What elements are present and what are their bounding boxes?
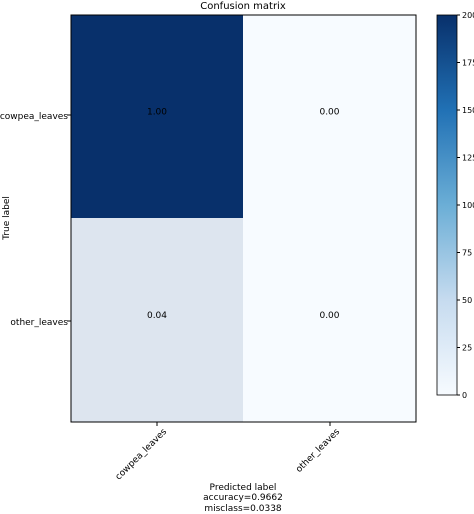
accuracy-label: accuracy=0.9662 [203, 493, 283, 503]
colorbar-tick-label: 75 [462, 249, 472, 258]
cell-value-label: 0.00 [319, 108, 339, 118]
colorbar-tick-label: 200 [462, 11, 474, 20]
y-axis-label: True label [2, 196, 12, 241]
heatmap-cell [243, 15, 416, 218]
colorbar-tick-label: 100 [462, 201, 474, 210]
heatmap-cell-labels: 1.00 0.00 0.04 0.00 [147, 108, 340, 322]
colorbar-tick-label: 175 [462, 59, 474, 68]
y-tick-label: other_leaves [10, 318, 68, 328]
chart-title: Confusion matrix [200, 1, 286, 12]
y-axis-ticks: cowpea_leaves other_leaves [0, 112, 71, 328]
misclass-label: misclass=0.0338 [204, 504, 282, 514]
cell-value-label: 0.04 [147, 311, 167, 321]
heatmap-cell [71, 218, 243, 422]
heatmap-cell [243, 218, 416, 422]
cell-value-label: 1.00 [147, 108, 167, 118]
x-tick-label: cowpea_leaves [114, 427, 170, 483]
heatmap-cells [71, 15, 416, 422]
colorbar-tick-label: 50 [462, 296, 472, 305]
colorbar [436, 14, 458, 396]
colorbar-tick-label: 125 [462, 154, 474, 163]
heatmap-cell [71, 15, 243, 218]
cell-value-label: 0.00 [319, 311, 339, 321]
x-axis-ticks: cowpea_leaves other_leaves [114, 422, 342, 482]
colorbar-ticks: 0 25 50 75 100 125 150 175 200 [457, 11, 474, 400]
x-axis-label: Predicted label [210, 483, 277, 493]
y-tick-label: cowpea_leaves [0, 112, 68, 122]
plot-frame [70, 14, 417, 423]
colorbar-tick-label: 25 [462, 344, 472, 353]
colorbar-tick-label: 0 [462, 391, 467, 400]
colorbar-tick-label: 150 [462, 106, 474, 115]
x-tick-label: other_leaves [294, 427, 342, 475]
